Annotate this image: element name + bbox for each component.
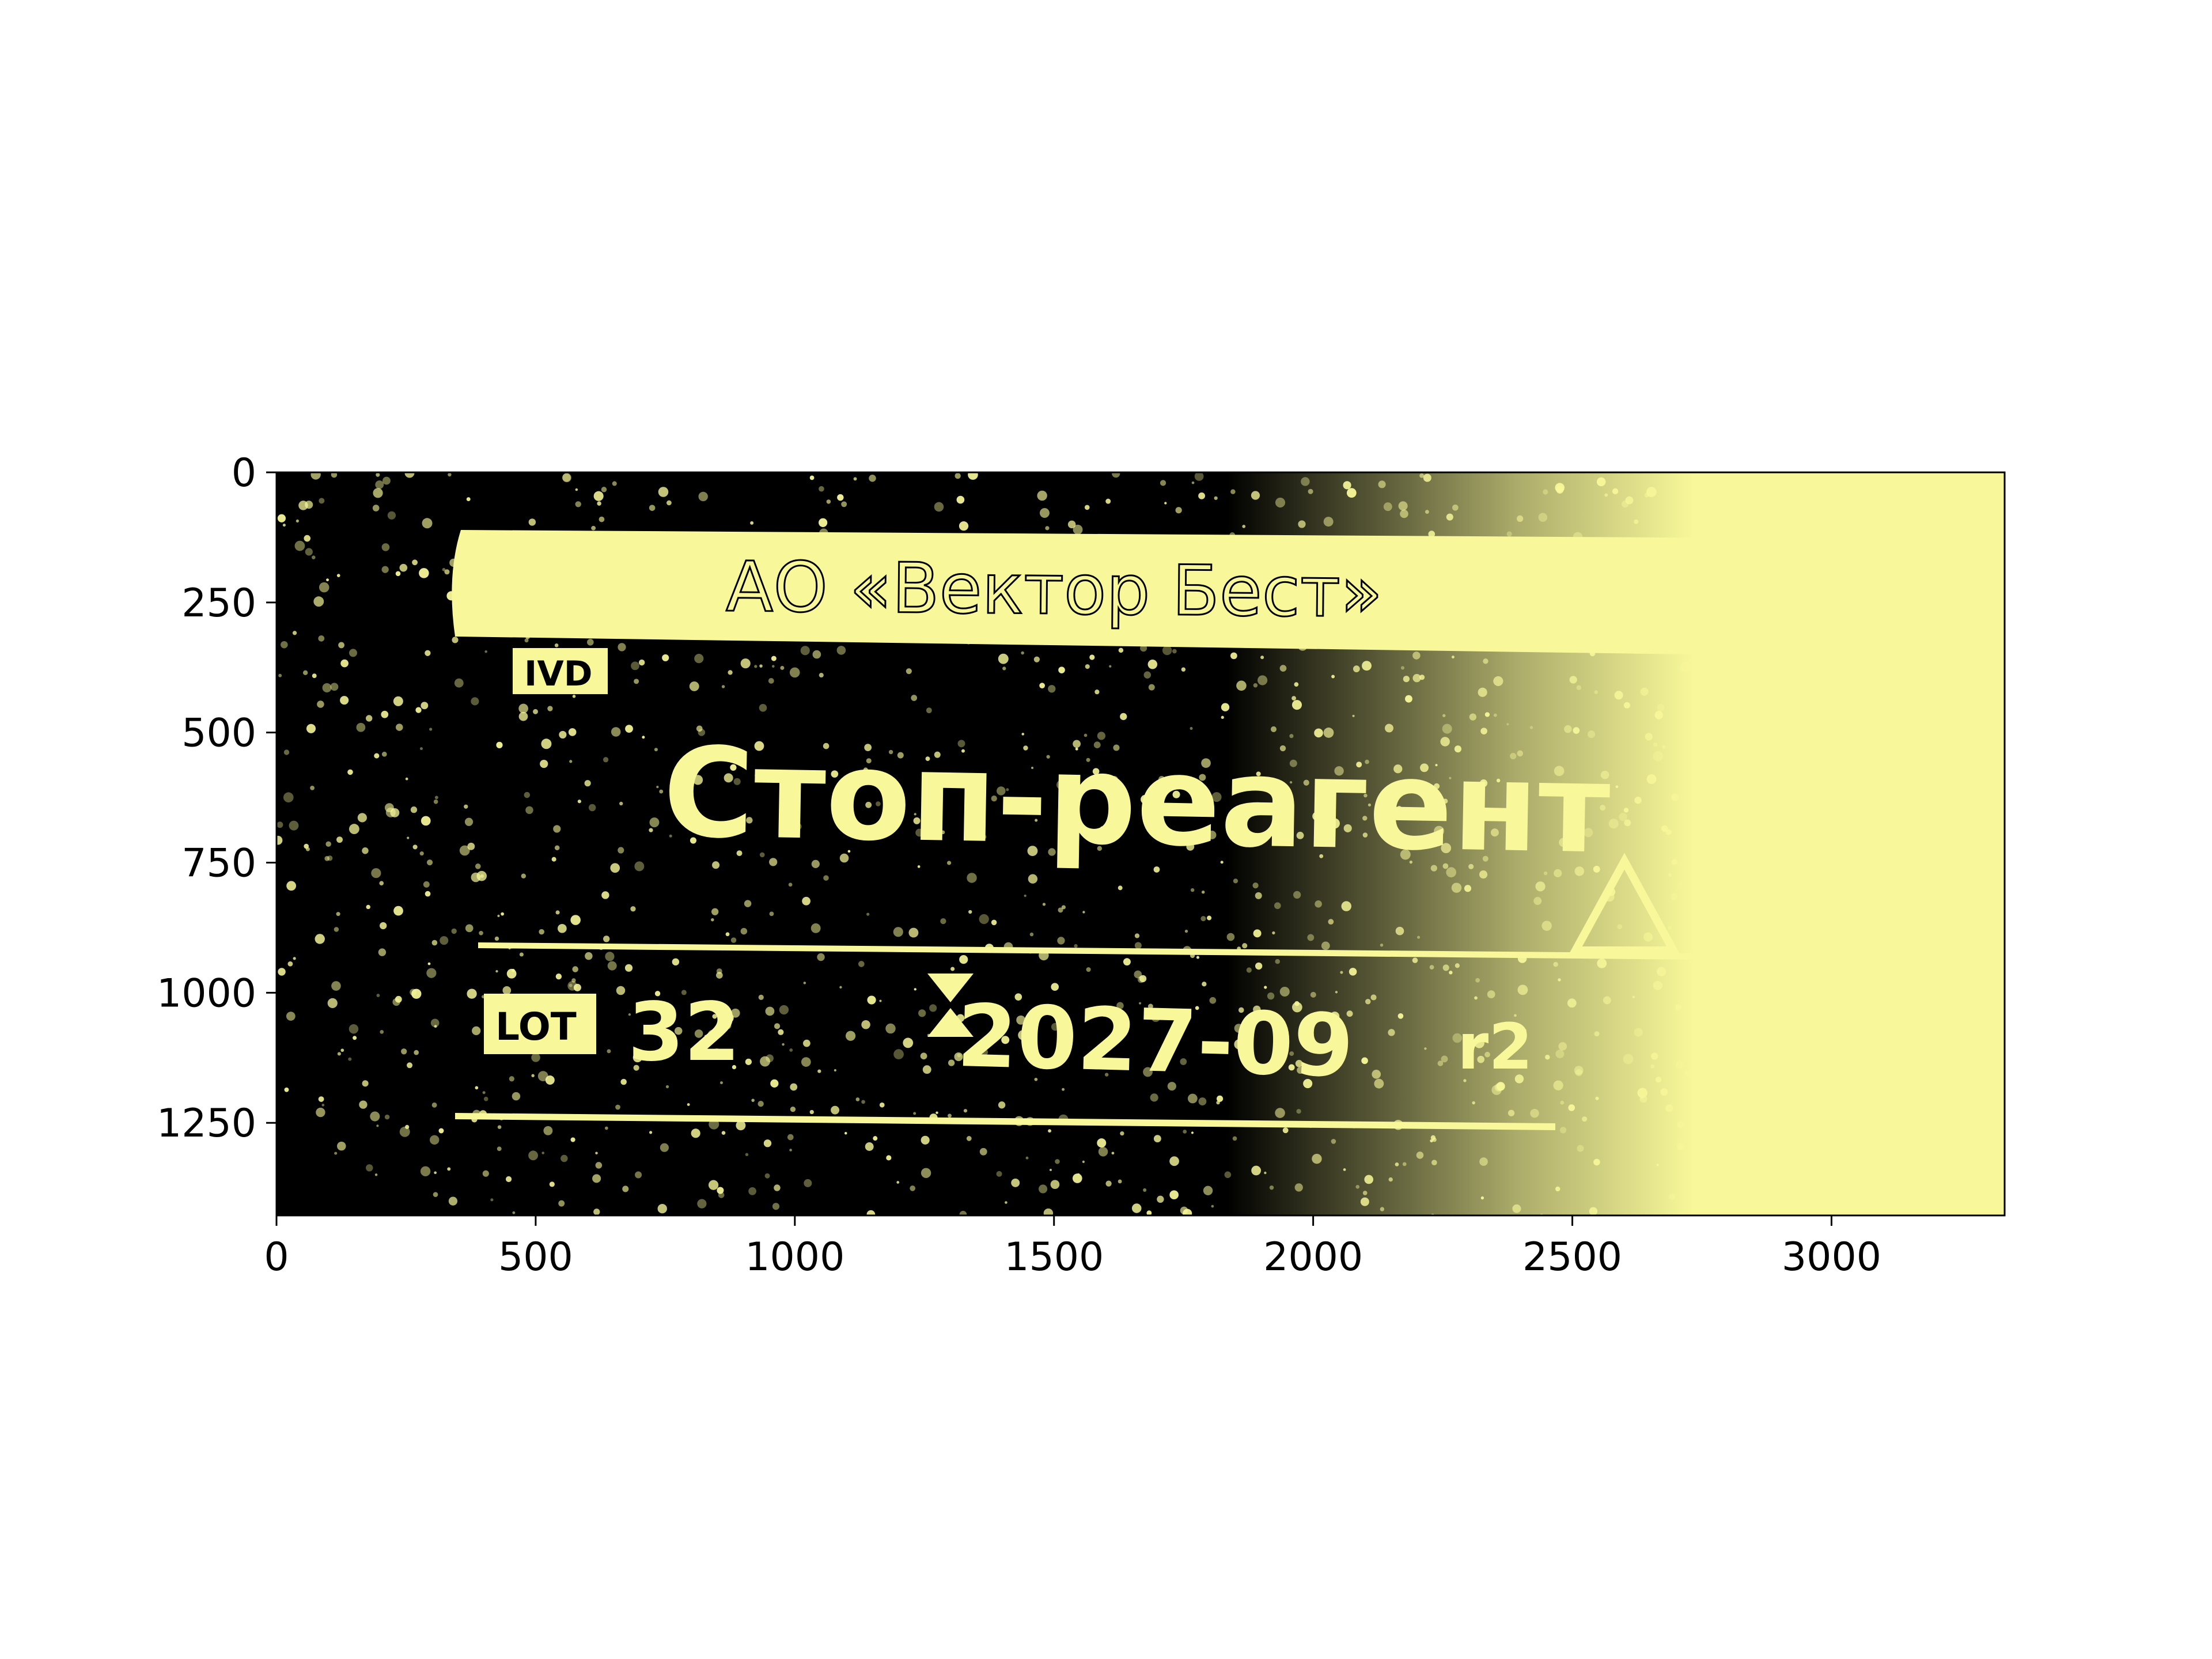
- divider-line-upper: [478, 942, 1699, 960]
- lot-label: LOT: [495, 1005, 577, 1049]
- x-tick-label: 3000: [1782, 1234, 1881, 1280]
- x-axis-ticks: 0 500 1000 1500 2000 2500 3000: [264, 1215, 1881, 1280]
- hourglass-icon: [927, 974, 974, 1037]
- manufacturer-banner: [452, 530, 1848, 657]
- y-axis-ticks: 0 250 500 750 1000 1250: [157, 450, 276, 1146]
- x-tick-label: 500: [498, 1234, 573, 1280]
- y-tick-label: 1000: [157, 971, 256, 1016]
- y-tick-label: 1250: [157, 1101, 256, 1146]
- manufacturer-text: АО «Вектор Бест»: [726, 547, 1383, 633]
- divider-line-lower: [455, 1113, 1555, 1130]
- axes-frame: [275, 471, 2006, 1217]
- x-tick-label: 2500: [1522, 1234, 1622, 1280]
- warning-triangle-icon: [1569, 853, 1680, 955]
- thresholded-photo: АО «Вектор Бест» IVD Стоп-реагент LOT 32…: [276, 472, 2005, 1215]
- x-tick-label: 1000: [745, 1234, 844, 1280]
- ivd-label: IVD: [524, 654, 593, 694]
- expiry-date: 2027-09: [956, 986, 1355, 1097]
- x-tick-label: 2000: [1263, 1234, 1363, 1280]
- y-tick-label: 0: [232, 450, 256, 496]
- x-tick-label: 1500: [1004, 1234, 1104, 1280]
- y-tick-label: 250: [181, 581, 256, 626]
- lot-number: 32: [628, 986, 740, 1080]
- lot-box: [484, 994, 596, 1054]
- ivd-box: [513, 648, 608, 694]
- x-tick-label: 0: [264, 1234, 289, 1280]
- extra-mark: r2: [1457, 1010, 1533, 1084]
- y-tick-label: 500: [181, 711, 256, 756]
- product-name: Стоп-реагент: [662, 720, 1611, 881]
- y-tick-label: 750: [181, 841, 256, 887]
